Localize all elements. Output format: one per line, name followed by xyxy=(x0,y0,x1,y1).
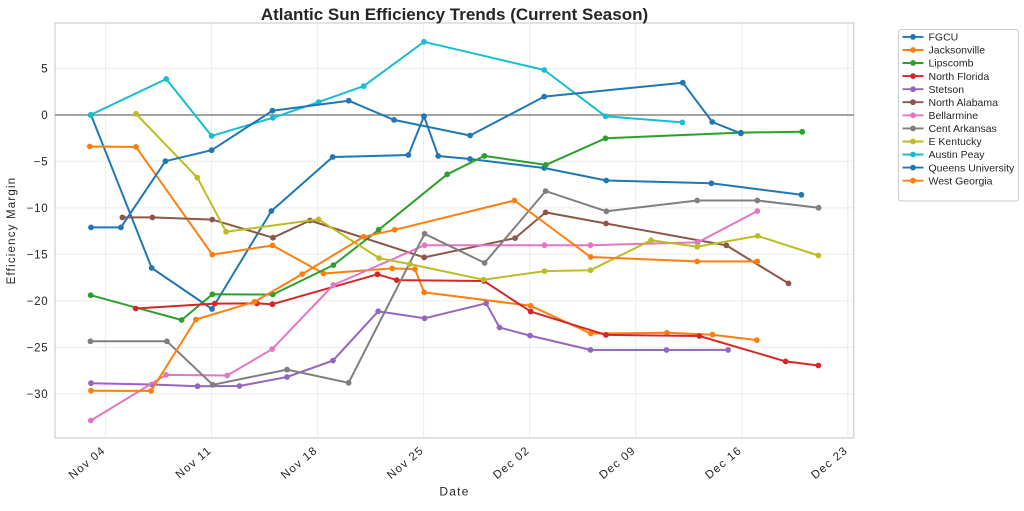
svg-text:−10: −10 xyxy=(27,203,49,215)
svg-text:−25: −25 xyxy=(27,342,49,354)
svg-text:Atlantic Sun Efficiency Trends: Atlantic Sun Efficiency Trends (Current … xyxy=(261,5,648,24)
svg-text:Cent Arkansas: Cent Arkansas xyxy=(929,123,997,135)
svg-text:Austin Peay: Austin Peay xyxy=(929,149,986,161)
svg-text:Date: Date xyxy=(439,485,469,499)
svg-text:West Georgia: West Georgia xyxy=(929,175,993,187)
svg-text:North Florida: North Florida xyxy=(929,71,990,83)
svg-text:−20: −20 xyxy=(27,296,49,308)
svg-text:E Kentucky: E Kentucky xyxy=(929,136,983,148)
svg-text:Jacksonville: Jacksonville xyxy=(929,45,986,57)
svg-text:−30: −30 xyxy=(27,389,49,401)
svg-text:Queens University: Queens University xyxy=(929,162,1016,174)
svg-text:Efficiency Margin: Efficiency Margin xyxy=(6,177,18,285)
svg-text:Lipscomb: Lipscomb xyxy=(929,58,974,70)
svg-text:5: 5 xyxy=(41,63,48,75)
svg-text:−5: −5 xyxy=(34,156,49,168)
svg-text:0: 0 xyxy=(41,110,48,122)
svg-text:North Alabama: North Alabama xyxy=(929,97,999,109)
svg-text:−15: −15 xyxy=(27,249,49,261)
svg-text:Stetson: Stetson xyxy=(929,84,965,96)
svg-text:Bellarmine: Bellarmine xyxy=(929,110,979,122)
svg-text:FGCU: FGCU xyxy=(929,32,959,44)
